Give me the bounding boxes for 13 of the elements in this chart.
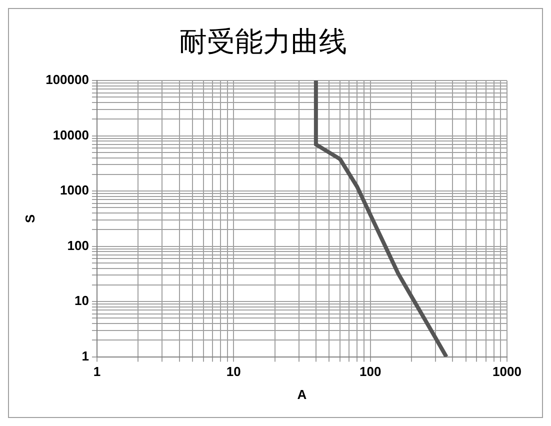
x-tick-label: 10: [226, 364, 241, 380]
y-tick-label: 1000: [60, 182, 89, 198]
x-axis-title: A: [297, 386, 308, 402]
y-tick-label: 10000: [52, 127, 89, 142]
x-tick-label: 100: [359, 364, 382, 380]
y-tick-label: 10: [74, 293, 89, 308]
y-tick-label: 100: [67, 238, 89, 253]
y-tick-label: 100000: [46, 72, 89, 88]
chart-title: 耐受能力曲线: [179, 25, 347, 58]
y-tick-label: 1: [82, 348, 89, 364]
x-tick-label: 1: [93, 364, 101, 380]
y-axis-title: S: [22, 214, 38, 224]
x-tick-label: 1000: [492, 364, 522, 380]
